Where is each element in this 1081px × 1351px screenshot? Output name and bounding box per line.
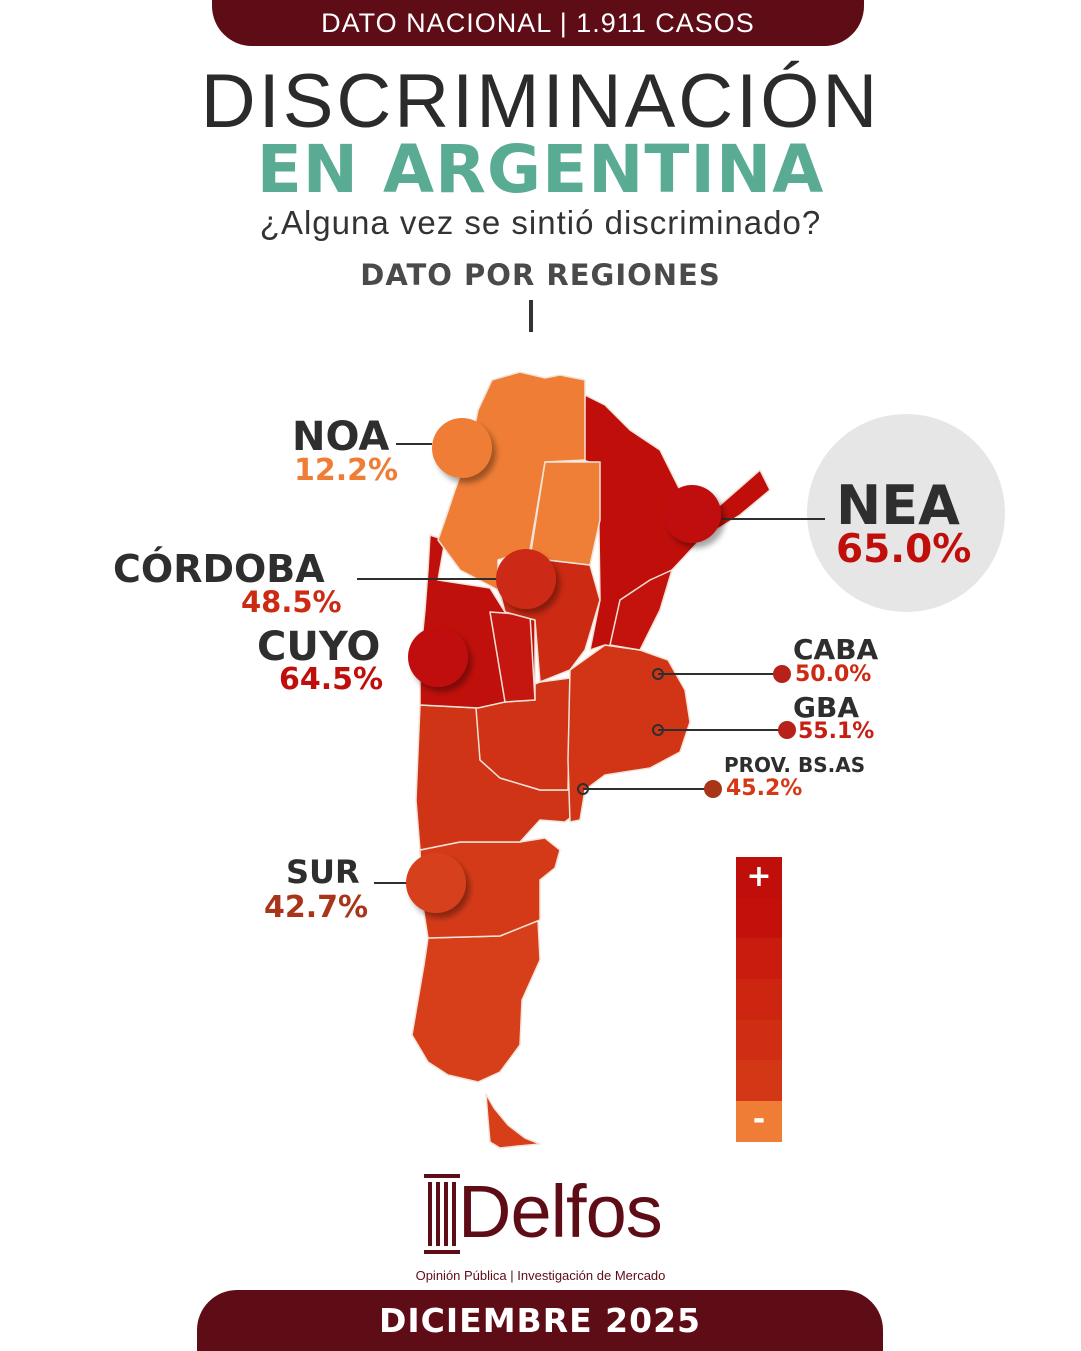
legend-step <box>736 979 782 1020</box>
legend-step <box>736 1019 782 1061</box>
sur-value: 42.7% <box>264 890 369 925</box>
region-tierra-del-fuego <box>485 1093 541 1149</box>
gba-point <box>652 724 664 736</box>
nea-highlight-circle <box>807 414 1005 612</box>
prov-bsas-value: 45.2% <box>726 776 803 801</box>
caba-point <box>652 668 664 680</box>
prov-bsas-label: PROV. BS.AS <box>724 753 866 777</box>
divider-tick <box>529 300 533 332</box>
gba-value: 55.1% <box>798 719 875 744</box>
legend-step <box>736 897 782 939</box>
legend-step <box>736 938 782 980</box>
banner-text: DATO NACIONAL | 1.911 CASOS <box>321 7 755 38</box>
caba-label: CABA <box>793 633 879 666</box>
cuyo-label: CUYO <box>257 624 381 670</box>
cordoba-label: CÓRDOBA <box>113 547 325 591</box>
legend-plus: + <box>736 857 782 898</box>
delfos-logo-text: Delfos <box>458 1170 663 1253</box>
title-line-2: EN ARGENTINA <box>256 131 825 208</box>
top-banner: DATO NACIONAL | 1.911 CASOS <box>212 0 864 46</box>
sur-label: SUR <box>286 853 360 891</box>
caba-value: 50.0% <box>795 662 872 687</box>
prov-point <box>577 783 589 795</box>
nea-marker <box>663 485 721 543</box>
nea-label: NEA <box>836 474 960 537</box>
cuyo-value: 64.5% <box>279 662 384 697</box>
cordoba-marker <box>496 549 556 609</box>
footer-banner: DICIEMBRE 2025 <box>197 1290 883 1351</box>
footer-date: DICIEMBRE 2025 <box>379 1301 701 1340</box>
region-entre-rios <box>609 569 673 651</box>
region-la-pampa <box>475 677 571 791</box>
subtitle: DATO POR REGIONES <box>360 258 721 292</box>
cuyo-marker <box>408 627 468 687</box>
legend-step <box>736 1060 782 1102</box>
prov-dot <box>704 780 722 798</box>
region-santiago <box>529 461 601 566</box>
color-scale-legend: + - <box>736 857 782 1142</box>
survey-question: ¿Alguna vez se sintió discriminado? <box>259 204 822 241</box>
caba-dot <box>773 665 791 683</box>
region-sur-south <box>411 919 541 1083</box>
gba-dot <box>778 721 796 739</box>
nea-value: 65.0% <box>836 527 972 572</box>
logo-tagline: Opinión Pública | Investigación de Merca… <box>415 1268 666 1283</box>
title-line-1: DISCRIMINACIÓN <box>200 59 881 144</box>
noa-value: 12.2% <box>294 453 399 488</box>
noa-label: NOA <box>292 414 390 460</box>
delfos-logo-icon <box>424 1174 460 1254</box>
noa-marker <box>432 418 492 478</box>
region-prov-bsas <box>567 644 691 823</box>
cordoba-value: 48.5% <box>241 585 342 619</box>
sur-marker <box>406 853 466 913</box>
legend-minus: - <box>736 1101 782 1142</box>
gba-label: GBA <box>793 691 859 724</box>
